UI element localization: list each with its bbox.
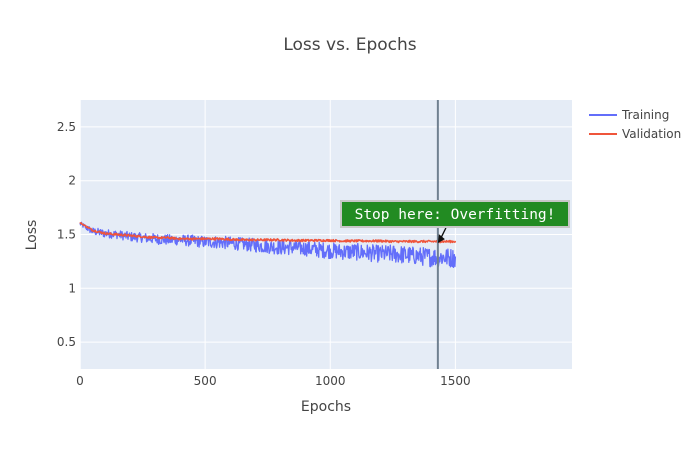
legend-item-validation[interactable]: Validation (589, 127, 681, 141)
ticks: 0 500 1000 1500 0.5 1 1.5 2 2.5 (57, 120, 471, 388)
y-axis-title: Loss (24, 220, 40, 251)
y-tick-label: 0.5 (57, 335, 76, 349)
y-tick-label: 2 (68, 174, 76, 188)
legend-item-training[interactable]: Training (589, 108, 669, 122)
annotation: Stop here: Overfitting! (340, 200, 570, 244)
x-tick-label: 1500 (440, 374, 471, 388)
y-tick-label: 1.5 (57, 228, 76, 242)
grid (79, 100, 572, 369)
x-tick-label: 500 (194, 374, 217, 388)
annotation-arrowhead (437, 234, 445, 244)
x-axis-title: Epochs (301, 399, 351, 415)
legend[interactable]: Training Validation (589, 108, 681, 141)
series-line-validation (79, 222, 457, 244)
legend-label: Validation (622, 127, 681, 141)
chart-title: Loss vs. Epochs (283, 35, 416, 55)
legend-label: Training (621, 108, 669, 122)
x-tick-label: 1000 (315, 374, 346, 388)
y-tick-label: 1 (68, 281, 76, 295)
y-tick-label: 2.5 (57, 120, 76, 134)
annotation-label: Stop here: Overfitting! (355, 207, 556, 223)
x-tick-label: 0 (76, 374, 84, 388)
annotation-box (340, 200, 570, 228)
series-layer (79, 221, 457, 269)
